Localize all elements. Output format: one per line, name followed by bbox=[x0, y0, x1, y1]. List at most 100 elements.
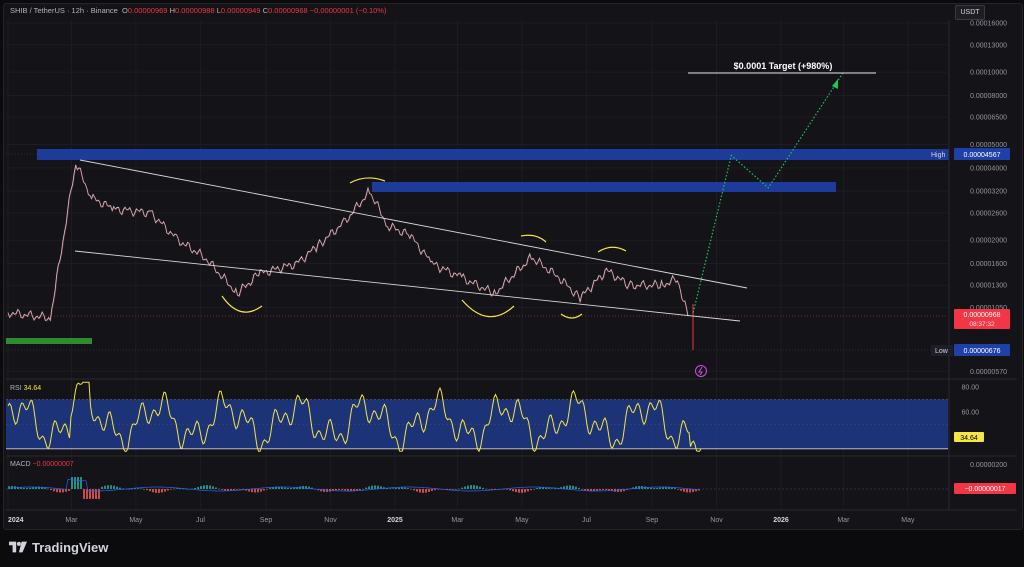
macd-bar bbox=[569, 485, 571, 489]
macd-bar bbox=[512, 489, 514, 492]
macd-bar bbox=[650, 487, 652, 489]
macd-bar bbox=[401, 487, 403, 489]
macd-tag-value: −0.00000017 bbox=[964, 486, 1005, 493]
macd-pane bbox=[6, 477, 948, 499]
macd-bar bbox=[368, 486, 370, 489]
price-tick-label: 0.00016000 bbox=[970, 21, 1007, 28]
macd-bar bbox=[185, 488, 187, 490]
macd-bar bbox=[509, 489, 511, 491]
macd-bar bbox=[587, 489, 589, 492]
macd-bar bbox=[281, 487, 283, 489]
macd-bar bbox=[503, 489, 505, 490]
time-tick-label: Mar bbox=[451, 517, 464, 524]
macd-bar bbox=[83, 489, 85, 499]
macd-bar bbox=[476, 485, 478, 489]
macd-bar bbox=[170, 489, 172, 490]
macd-tick-label: 0.00000200 bbox=[970, 462, 1007, 469]
macd-bar bbox=[173, 488, 175, 490]
tradingview-logo-icon bbox=[9, 541, 27, 553]
macd-bar bbox=[59, 489, 61, 493]
macd-bar bbox=[134, 488, 136, 490]
macd-bar bbox=[665, 486, 667, 489]
macd-bar bbox=[53, 489, 55, 492]
currency-button[interactable]: USDT bbox=[955, 5, 985, 20]
upper-trendline bbox=[79, 159, 748, 289]
macd-bar bbox=[374, 485, 376, 489]
macd-bar bbox=[11, 485, 13, 489]
macd-bar bbox=[227, 489, 229, 491]
macd-bar bbox=[590, 489, 592, 492]
macd-bar bbox=[116, 486, 118, 489]
macd-bar bbox=[449, 489, 451, 490]
macd-bar bbox=[77, 477, 79, 489]
rsi-tick-label: 80.00 bbox=[961, 385, 979, 392]
event-icon bbox=[695, 365, 707, 377]
macd-bar bbox=[143, 489, 145, 490]
macd-bar bbox=[113, 485, 115, 489]
macd-bar bbox=[467, 485, 469, 489]
time-tick-label: Sep bbox=[260, 517, 273, 524]
macd-bar bbox=[218, 488, 220, 490]
price-tags: High 0.00004567 0.00000968 08:37:32 Low 0.000… bbox=[931, 148, 1016, 494]
macd-bar bbox=[464, 486, 466, 489]
macd-bar bbox=[233, 489, 235, 490]
macd-value-tag bbox=[954, 483, 1016, 494]
macd-bar bbox=[95, 489, 97, 499]
price-tick-label: 0.00004000 bbox=[970, 165, 1007, 172]
macd-bar bbox=[533, 488, 535, 490]
macd-bar bbox=[137, 488, 139, 489]
macd-bar bbox=[584, 489, 586, 491]
macd-bar bbox=[395, 488, 397, 489]
macd-bar bbox=[248, 489, 250, 492]
macd-bar bbox=[350, 489, 352, 492]
price-tick-label: 0.00013000 bbox=[970, 42, 1007, 49]
macd-bar bbox=[356, 489, 358, 492]
macd-bar bbox=[278, 486, 280, 489]
countdown-value: 08:37:32 bbox=[969, 321, 995, 328]
low-label-bg bbox=[931, 345, 953, 356]
macd-bar bbox=[482, 487, 484, 489]
high-tag-value: 0.00004567 bbox=[964, 152, 1001, 159]
macd-bar bbox=[302, 486, 304, 489]
macd-bar bbox=[293, 487, 295, 489]
brand-logo[interactable]: TradingView bbox=[9, 537, 108, 557]
macd-bar bbox=[620, 489, 622, 492]
macd-bar bbox=[365, 487, 367, 489]
macd-bar bbox=[674, 488, 676, 489]
time-tick-label: 2024 bbox=[8, 517, 24, 524]
macd-bar bbox=[551, 488, 553, 489]
macd-bar bbox=[515, 489, 517, 493]
macd-bar bbox=[221, 489, 223, 490]
macd-bar bbox=[386, 487, 388, 489]
macd-bar bbox=[212, 486, 214, 489]
macd-bar bbox=[26, 488, 28, 489]
rsi-value-tag bbox=[954, 432, 984, 442]
macd-bar bbox=[35, 486, 37, 489]
macd-bar bbox=[272, 487, 274, 489]
macd-bar bbox=[692, 489, 694, 493]
macd-bar bbox=[110, 485, 112, 489]
macd-bar bbox=[266, 489, 268, 490]
macd-bar bbox=[44, 487, 46, 489]
macd-bar bbox=[452, 489, 454, 490]
macd-bar bbox=[431, 489, 433, 492]
time-tick-label: Jul bbox=[582, 517, 591, 524]
open-label: O bbox=[122, 6, 128, 15]
macd-legend[interactable]: MACD −0.00000007 bbox=[10, 461, 74, 468]
macd-bar bbox=[41, 486, 43, 489]
rsi-legend[interactable]: RSI 34.64 bbox=[10, 385, 41, 392]
macd-bar bbox=[530, 489, 532, 491]
macd-bar bbox=[230, 489, 232, 491]
symbol-name[interactable]: SHIB / TetherUS · 12h · Binance bbox=[10, 6, 118, 15]
high-label: H bbox=[169, 6, 175, 15]
macd-bar bbox=[146, 489, 148, 491]
macd-bar bbox=[215, 487, 217, 489]
macd-bar bbox=[668, 486, 670, 489]
macd-bar bbox=[548, 488, 550, 489]
low-tag-label: Low bbox=[935, 348, 949, 355]
macd-bar bbox=[563, 486, 565, 489]
change-value: −0.00000001 (−0.10%) bbox=[309, 6, 387, 15]
rsi-value: 34.64 bbox=[23, 385, 42, 392]
drawings: $0.0001 Target (+980%) bbox=[74, 61, 876, 377]
